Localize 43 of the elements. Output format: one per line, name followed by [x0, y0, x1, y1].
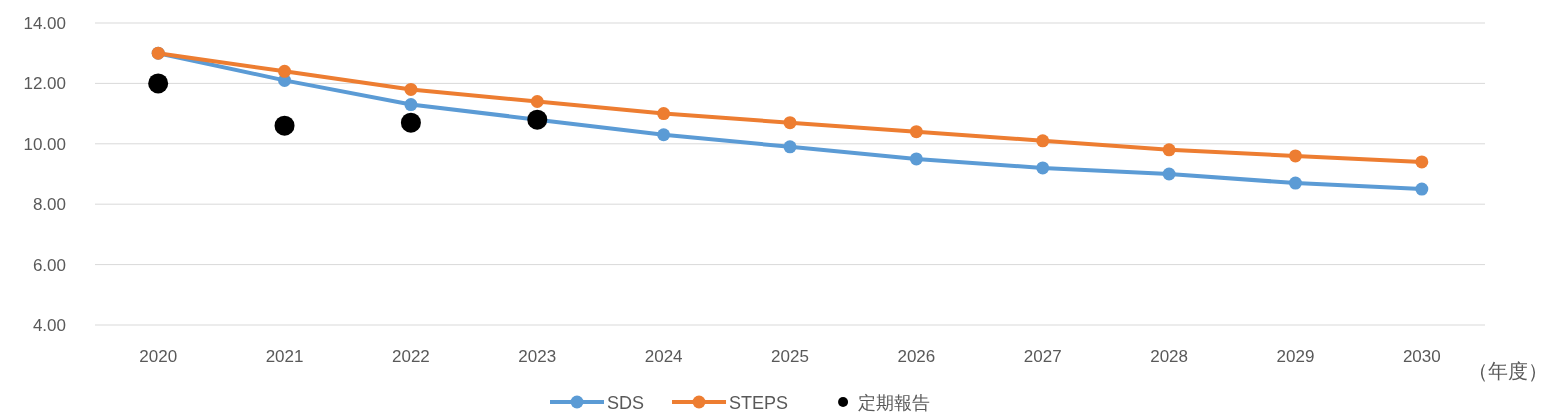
- y-tick-label: 12.00: [23, 74, 66, 94]
- point: [657, 128, 671, 142]
- point: [1162, 143, 1176, 157]
- point: [1036, 134, 1050, 148]
- x-tick-label: 2021: [265, 347, 304, 366]
- legend-label: STEPS: [729, 393, 789, 413]
- point: [1415, 155, 1429, 169]
- legend-label: 定期報告: [858, 393, 931, 413]
- legend-label: SDS: [607, 393, 645, 413]
- y-tick-label: 6.00: [32, 255, 66, 275]
- x-tick-label: 2026: [897, 347, 936, 366]
- point: [148, 73, 169, 94]
- x-tick-label: 2027: [1023, 347, 1062, 366]
- y-tick-label: 8.00: [32, 195, 66, 215]
- y-tick-label: 4.00: [32, 316, 66, 335]
- point: [278, 64, 292, 78]
- point: [404, 98, 418, 112]
- point: [404, 82, 418, 96]
- point: [527, 109, 548, 130]
- x-tick-label: 2029: [1276, 347, 1315, 366]
- point: [1162, 167, 1176, 181]
- point: [1288, 149, 1302, 163]
- point: [909, 152, 923, 166]
- point: [909, 125, 923, 139]
- point: [783, 140, 797, 154]
- x-tick-label: 2020: [139, 347, 178, 366]
- point: [657, 107, 671, 121]
- point: [1036, 161, 1050, 175]
- x-tick-label: 2023: [518, 347, 557, 366]
- y-tick-label: 10.00: [23, 134, 66, 154]
- x-tick-label: 2028: [1150, 347, 1189, 366]
- point: [274, 115, 295, 136]
- point: [1288, 176, 1302, 190]
- x-tick-label: 2025: [771, 347, 809, 366]
- y-tick-label: 14.00: [23, 14, 66, 33]
- point: [530, 95, 544, 109]
- x-tick-label: 2030: [1402, 347, 1441, 366]
- point: [1415, 182, 1429, 196]
- point: [783, 116, 797, 130]
- x-tick-label: 2024: [644, 347, 683, 366]
- x-tick-label: 2022: [392, 347, 430, 366]
- x-axis-title: （年度）: [1468, 360, 1548, 382]
- point: [400, 112, 421, 133]
